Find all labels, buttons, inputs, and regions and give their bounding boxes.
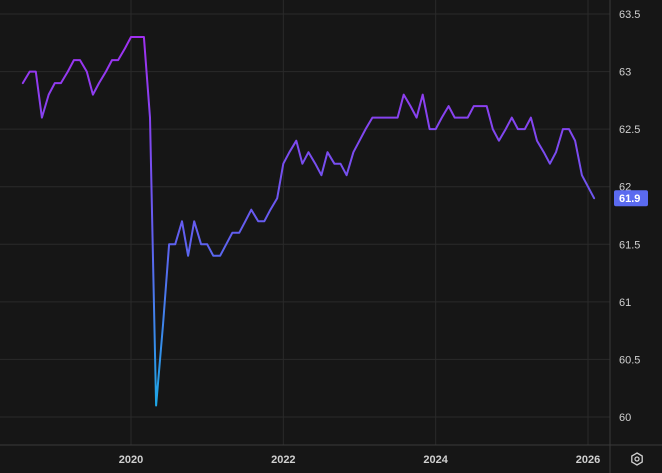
y-tick-label: 61.5 [619, 239, 640, 251]
series-layer [21, 36, 596, 407]
y-tick-label: 62.5 [619, 124, 640, 136]
last-value-badge: 61.9 [614, 190, 648, 207]
series-line [21, 36, 596, 407]
x-tick-label: 2024 [423, 454, 448, 466]
y-tick-label: 61 [619, 297, 631, 309]
x-tick-label: 2020 [119, 454, 143, 466]
y-tick-label: 63.5 [619, 9, 640, 21]
x-tick-label: 2026 [576, 454, 600, 466]
last-value-badge-bg [614, 190, 648, 207]
y-tick-label: 63 [619, 67, 631, 79]
grid [0, 0, 610, 445]
y-tick-label: 60 [619, 412, 631, 424]
last-value-label: 61.9 [619, 193, 640, 205]
y-tick-label: 60.5 [619, 354, 640, 366]
chart-settings-button[interactable] [628, 450, 646, 468]
settings-icon [631, 452, 643, 466]
x-tick-label: 2022 [271, 454, 295, 466]
